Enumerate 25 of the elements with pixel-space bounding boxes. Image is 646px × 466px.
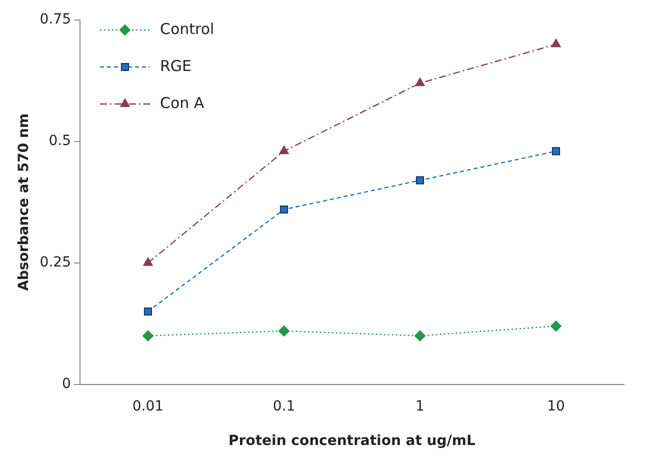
- legend-label: Con A: [160, 94, 205, 112]
- legend-label: Control: [160, 20, 214, 38]
- point: [142, 330, 154, 342]
- point: [280, 205, 288, 214]
- x-tick-label: 0.1: [272, 398, 296, 414]
- point: [278, 325, 290, 336]
- x-axis-title: Protein concentration at ug/mL: [228, 433, 476, 450]
- x-tick-label: 0.01: [132, 398, 164, 414]
- y-tick-label: 0: [62, 376, 71, 392]
- point: [414, 330, 426, 342]
- point: [143, 257, 153, 266]
- y-tick-label: 0.75: [40, 12, 71, 28]
- y-tick-label: 0.5: [48, 133, 71, 150]
- y-tick-label: 0.25: [40, 254, 71, 271]
- point: [416, 176, 424, 184]
- point: [279, 146, 289, 154]
- point: [415, 78, 425, 86]
- legend-label: RGE: [160, 56, 192, 75]
- y-axis-title: Absorbance at 570 nm: [16, 113, 32, 291]
- point: [551, 38, 561, 48]
- point: [550, 320, 562, 332]
- point: [144, 307, 152, 316]
- x-tick-label: 10: [547, 398, 565, 414]
- x-tick-label: 1: [416, 398, 424, 414]
- point: [552, 147, 560, 156]
